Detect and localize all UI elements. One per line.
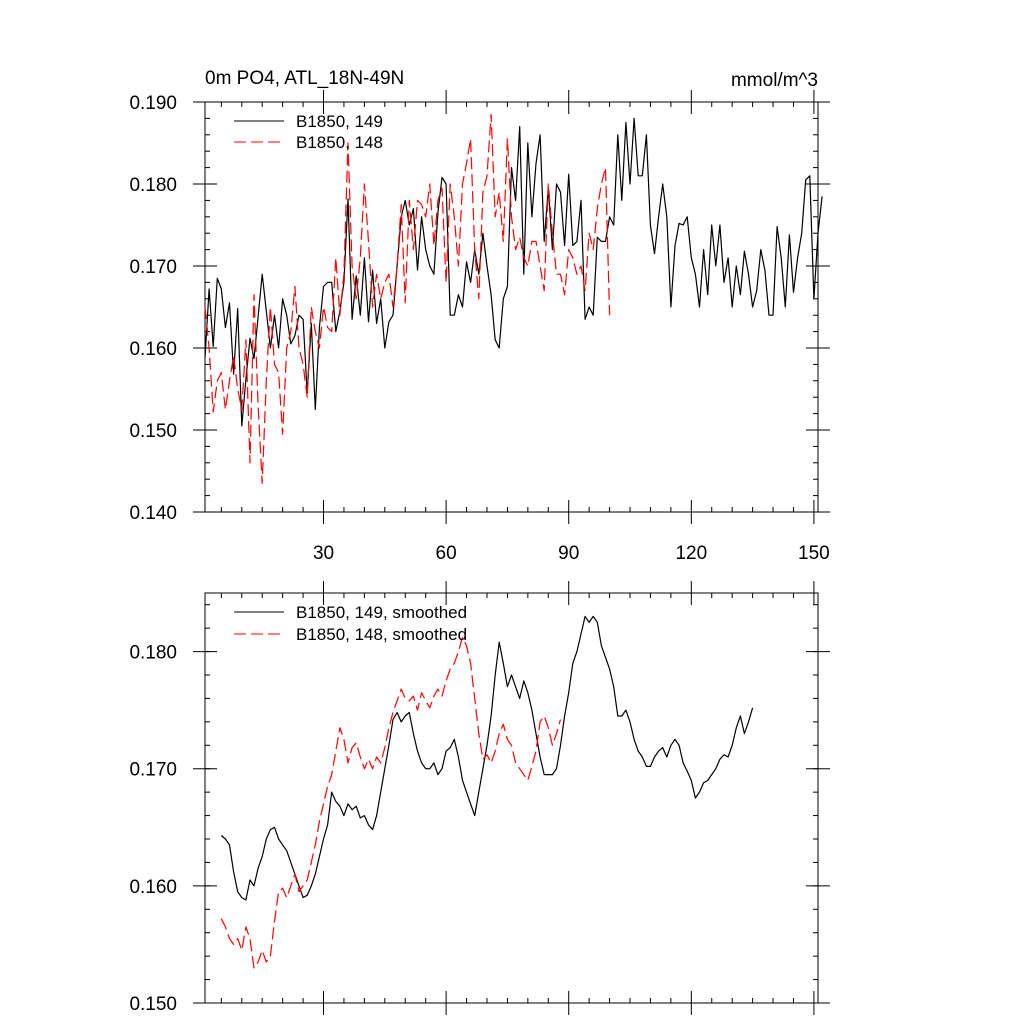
- top-x-tick-label: 90: [558, 543, 579, 564]
- bottom-legend-label-148: B1850, 148, smoothed: [296, 625, 467, 644]
- top-panel: 0m PO4, ATL_18N-49N mmol/m^3 30 60 90 120 15…: [129, 68, 830, 564]
- top-y-tick-label: 0.170: [129, 257, 177, 278]
- bottom-plot-area: 0.150 0.160 0.170 0.180: [129, 581, 830, 1015]
- bottom-series-line-1: [220, 636, 562, 969]
- top-chart-units: mmol/m^3: [731, 70, 818, 91]
- top-x-tick-label: 30: [313, 543, 334, 564]
- top-series-line-0: [204, 117, 823, 427]
- top-legend: B1850, 149 B1850, 148: [234, 112, 383, 152]
- bottom-panel: 0.150 0.160 0.170 0.180 B1850, 149, smoothe…: [129, 581, 830, 1015]
- top-y-tick-label: 0.150: [129, 421, 177, 442]
- bottom-y-tick-label: 0.150: [129, 994, 177, 1015]
- top-x-tick-label: 120: [675, 543, 707, 564]
- top-plot-area: 30 60 90 120 150 0.140 0.150 0.160 0.170 0.180 0.1…: [129, 90, 830, 564]
- top-x-tick-label: 150: [798, 543, 830, 564]
- bottom-y-tick-label: 0.170: [129, 760, 177, 781]
- top-chart-title: 0m PO4, ATL_18N-49N: [205, 68, 404, 89]
- bottom-legend-label-149: B1850, 149, smoothed: [296, 603, 467, 622]
- top-y-tick-label: 0.190: [129, 93, 177, 114]
- top-legend-label-149: B1850, 149: [296, 112, 383, 131]
- top-y-tick-label: 0.180: [129, 175, 177, 196]
- top-plot-frame: [204, 101, 819, 513]
- bottom-legend: B1850, 149, smoothed B1850, 148, smoothe…: [234, 603, 467, 644]
- bottom-plot-frame: [204, 592, 819, 1004]
- top-y-tick-label: 0.160: [129, 339, 177, 360]
- bottom-y-tick-label: 0.180: [129, 643, 177, 664]
- top-legend-label-148: B1850, 148: [296, 133, 383, 152]
- bottom-series-line-0: [220, 615, 754, 901]
- bottom-y-tick-label: 0.160: [129, 877, 177, 898]
- top-series-line-1: [204, 113, 611, 484]
- top-x-tick-label: 60: [436, 543, 457, 564]
- top-y-tick-label: 0.140: [129, 503, 177, 524]
